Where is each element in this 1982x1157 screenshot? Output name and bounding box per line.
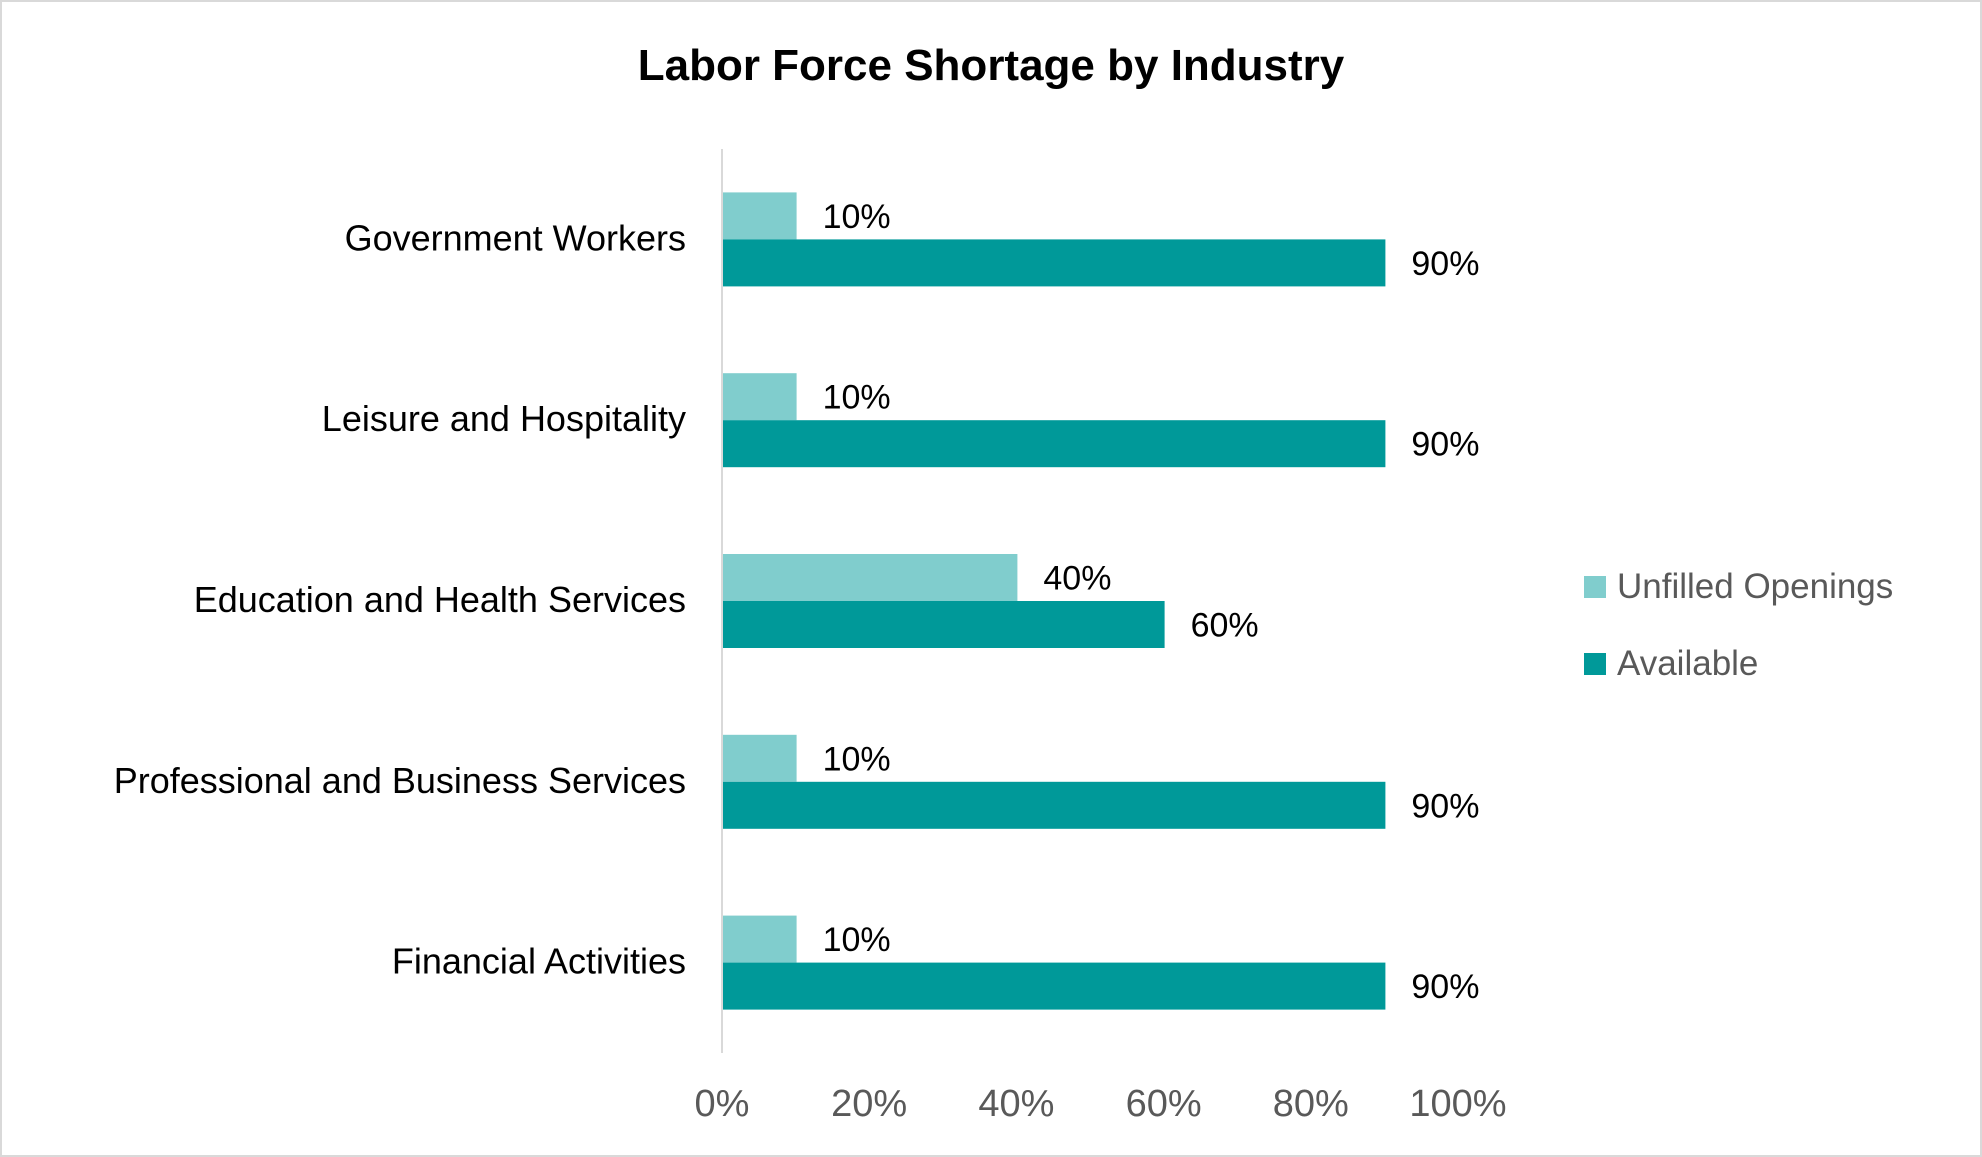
data-label: 10% xyxy=(823,740,891,778)
bar-unfilled-openings xyxy=(723,915,797,963)
x-tick-label: 0% xyxy=(695,1083,750,1125)
x-tick-label: 80% xyxy=(1273,1083,1349,1125)
bar-available xyxy=(723,420,1386,468)
data-label: 10% xyxy=(823,921,891,959)
data-label: 90% xyxy=(1411,245,1479,283)
bar-available xyxy=(723,962,1386,1010)
bar-available xyxy=(723,239,1386,287)
category-label: Government Workers xyxy=(345,217,686,258)
data-label: 10% xyxy=(823,379,891,417)
bar-available xyxy=(723,601,1165,648)
x-tick-label: 100% xyxy=(1409,1083,1506,1125)
bar-unfilled-openings xyxy=(723,734,797,782)
bar-available xyxy=(723,781,1386,829)
chart-title: Labor Force Shortage by Industry xyxy=(638,41,1345,90)
legend-label: Available xyxy=(1617,644,1758,683)
bar-unfilled-openings xyxy=(723,192,797,240)
data-label: 90% xyxy=(1411,787,1479,825)
legend-swatch xyxy=(1584,653,1606,675)
category-label: Financial Activities xyxy=(392,941,686,982)
category-label: Leisure and Hospitality xyxy=(322,398,686,439)
data-label: 90% xyxy=(1411,426,1479,464)
bar-unfilled-openings xyxy=(723,373,797,421)
category-label: Professional and Business Services xyxy=(114,760,686,801)
category-label: Education and Health Services xyxy=(194,579,686,620)
data-label: 90% xyxy=(1411,968,1479,1006)
data-label: 40% xyxy=(1043,560,1111,598)
x-tick-label: 20% xyxy=(831,1083,907,1125)
bar-unfilled-openings xyxy=(723,554,1018,601)
data-label: 60% xyxy=(1191,607,1259,645)
legend-swatch xyxy=(1584,576,1606,598)
x-tick-label: 60% xyxy=(1126,1083,1202,1125)
legend-label: Unfilled Openings xyxy=(1617,567,1893,606)
data-label: 10% xyxy=(823,198,891,236)
x-tick-label: 40% xyxy=(978,1083,1054,1125)
